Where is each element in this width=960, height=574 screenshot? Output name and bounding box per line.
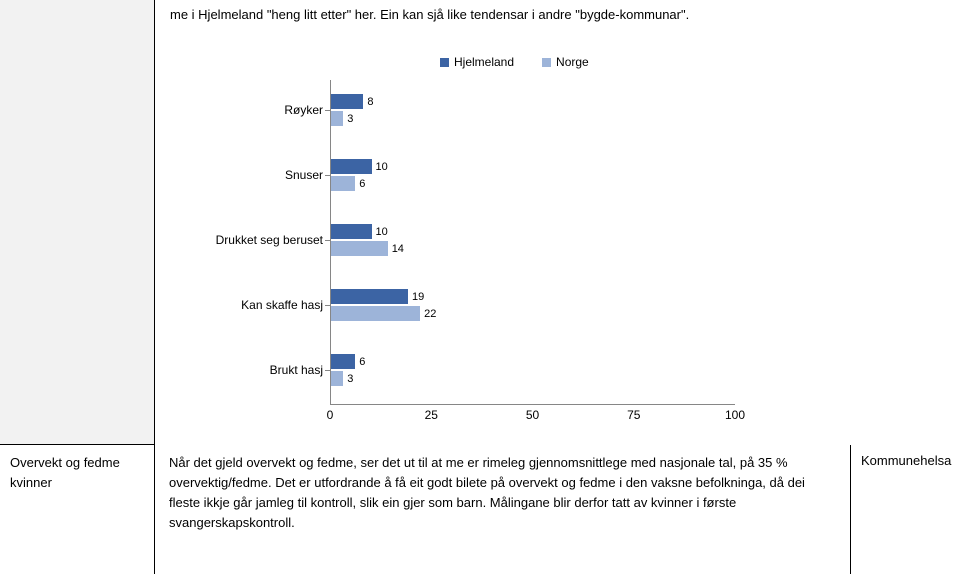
legend-label: Hjelmeland <box>454 55 514 69</box>
bar-group-snuser: Snuser 10 6 <box>331 145 735 205</box>
x-tick-75: 75 <box>627 408 640 422</box>
bar-value: 6 <box>355 356 365 368</box>
legend-item-hjelmeland: Hjelmeland <box>440 55 514 69</box>
bar-value: 8 <box>363 96 373 108</box>
caption-text: me i Hjelmeland "heng litt etter" her. E… <box>170 5 690 26</box>
legend-swatch-icon <box>440 58 449 67</box>
bar-hjelmeland: 10 <box>331 159 735 174</box>
bar-value: 14 <box>388 243 404 255</box>
x-tick-50: 50 <box>526 408 539 422</box>
bar-hjelmeland: 10 <box>331 224 735 239</box>
bar-group-hasj-skaffe: Kan skaffe hasj 19 22 <box>331 275 735 335</box>
x-tick-25: 25 <box>425 408 438 422</box>
bar-hjelmeland: 19 <box>331 289 735 304</box>
tick-mark-icon <box>325 175 331 176</box>
left-column: Overvekt og fedme kvinner <box>0 0 155 574</box>
bar-value: 3 <box>343 113 353 125</box>
legend-item-norge: Norge <box>542 55 589 69</box>
category-label: Røyker <box>284 103 331 117</box>
category-label: Brukt hasj <box>270 363 331 377</box>
bar-group-drukket: Drukket seg beruset 10 14 <box>331 210 735 270</box>
chart-legend: Hjelmeland Norge <box>440 55 589 69</box>
bar-norge: 6 <box>331 176 735 191</box>
x-tick-100: 100 <box>725 408 745 422</box>
bar-hjelmeland: 6 <box>331 354 735 369</box>
tick-mark-icon <box>325 110 331 111</box>
left-top-empty-cell <box>0 0 154 445</box>
bar-hjelmeland: 8 <box>331 94 735 109</box>
category-label: Drukket seg beruset <box>216 233 331 247</box>
bar-norge: 22 <box>331 306 735 321</box>
legend-swatch-icon <box>542 58 551 67</box>
body-text-cell: Når det gjeld overvekt og fedme, ser det… <box>155 445 850 574</box>
bar-value: 10 <box>372 161 388 173</box>
tick-mark-icon <box>325 305 331 306</box>
row-label-line2: kvinner <box>10 473 144 493</box>
row-label-line1: Overvekt og fedme <box>10 453 144 473</box>
bar-value: 10 <box>372 226 388 238</box>
plot-area: Røyker 8 3 Snuser 10 6 Drukket seg berus… <box>330 80 735 405</box>
tick-mark-icon <box>325 240 331 241</box>
tick-mark-icon <box>325 370 331 371</box>
bar-value: 3 <box>343 373 353 385</box>
bar-value: 19 <box>408 291 424 303</box>
bar-norge: 14 <box>331 241 735 256</box>
bar-chart: Hjelmeland Norge Røyker 8 3 Snuser 10 6 <box>180 55 800 435</box>
bar-norge: 3 <box>331 371 735 386</box>
bar-group-hasj-brukt: Brukt hasj 6 3 <box>331 340 735 400</box>
bar-group-royker: Røyker 8 3 <box>331 80 735 140</box>
page-root: Overvekt og fedme kvinner me i Hjelmelan… <box>0 0 960 574</box>
right-label-cell: Kommunehelsa <box>850 445 960 574</box>
right-label: Kommunehelsa <box>861 453 951 468</box>
bar-value: 6 <box>355 178 365 190</box>
body-text: Når det gjeld overvekt og fedme, ser det… <box>169 455 805 530</box>
bar-norge: 3 <box>331 111 735 126</box>
legend-label: Norge <box>556 55 589 69</box>
bar-value: 22 <box>420 308 436 320</box>
category-label: Kan skaffe hasj <box>241 298 331 312</box>
x-tick-0: 0 <box>327 408 334 422</box>
row-label-cell: Overvekt og fedme kvinner <box>0 445 154 574</box>
